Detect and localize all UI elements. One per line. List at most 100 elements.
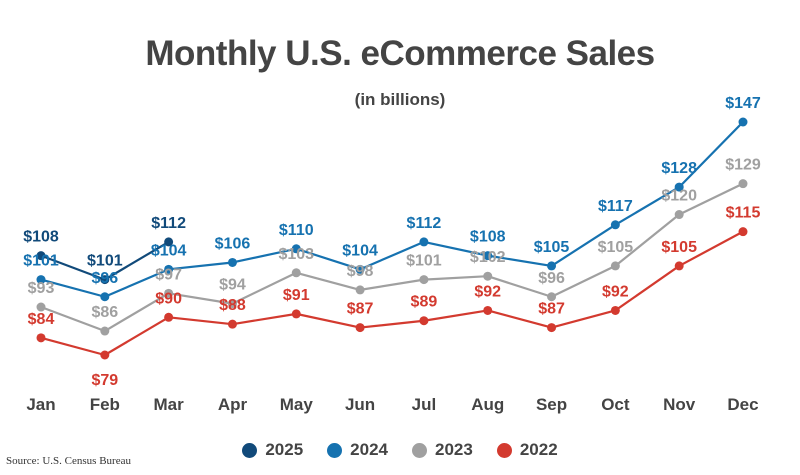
data-label: $106 <box>215 235 251 252</box>
data-point <box>291 244 301 254</box>
series-2023 <box>36 179 748 336</box>
series-line-2023 <box>40 182 744 333</box>
legend-label: 2025 <box>265 440 304 459</box>
x-tick-label: Jul <box>412 395 437 414</box>
data-label: $102 <box>470 249 506 266</box>
data-point <box>610 261 620 271</box>
data-point <box>674 182 684 192</box>
legend-label: 2022 <box>519 440 558 459</box>
data-point <box>227 319 237 329</box>
data-label: $92 <box>602 283 629 300</box>
x-tick-label: Sep <box>536 395 567 414</box>
data-point <box>100 326 110 336</box>
data-point <box>164 288 174 298</box>
legend-marker <box>327 442 343 458</box>
data-point <box>738 117 748 127</box>
series-line-2022 <box>40 230 744 357</box>
data-point <box>291 309 301 319</box>
data-point <box>164 312 174 322</box>
x-tick-label: Feb <box>90 395 120 414</box>
data-label: $105 <box>534 239 570 256</box>
data-label: $112 <box>407 215 442 232</box>
data-point <box>36 333 46 343</box>
legend: 2025 2024 2023 2022 <box>0 440 800 460</box>
legend-item-2022: 2022 <box>496 440 558 460</box>
data-point <box>36 251 46 261</box>
x-tick-label: Jan <box>26 395 55 414</box>
legend-label: 2024 <box>350 440 388 459</box>
data-label: $120 <box>661 188 697 205</box>
chart-title: Monthly U.S. eCommerce Sales <box>145 34 655 73</box>
data-point <box>547 261 557 271</box>
data-point <box>738 227 748 237</box>
data-point <box>291 268 301 278</box>
data-point <box>227 257 237 267</box>
data-label: $115 <box>726 205 761 222</box>
data-label: $96 <box>91 270 118 287</box>
data-label: $129 <box>725 157 761 174</box>
legend-marker <box>412 442 427 458</box>
legend-item-2024: 2024 <box>327 440 388 460</box>
legend-label: 2023 <box>435 440 473 459</box>
data-label: $97 <box>155 266 182 283</box>
data-point <box>483 271 493 281</box>
data-point <box>164 237 174 247</box>
data-label: $87 <box>538 301 565 318</box>
series-2022 <box>36 227 748 360</box>
data-label: $101 <box>23 253 59 270</box>
data-label: $105 <box>598 239 634 256</box>
data-label: $84 <box>28 311 55 328</box>
data-label: $112 <box>151 215 186 232</box>
x-axis: Jan Feb Mar Apr May Jun Jul Aug Sep Oct Nov Dec <box>26 395 758 414</box>
data-label: $117 <box>598 198 633 215</box>
data-label: $87 <box>347 301 374 318</box>
x-tick-label: Jun <box>345 395 375 414</box>
data-point <box>738 179 748 189</box>
data-point <box>36 302 46 312</box>
data-label: $128 <box>661 160 697 177</box>
data-point <box>610 305 620 315</box>
data-point <box>419 316 429 326</box>
data-label: $86 <box>91 304 118 321</box>
data-label: $94 <box>219 277 246 294</box>
x-tick-label: Aug <box>471 395 504 414</box>
data-label: $89 <box>411 294 438 311</box>
data-point <box>355 285 365 295</box>
legend-marker <box>242 442 258 458</box>
data-label: $147 <box>725 95 761 112</box>
data-label: $92 <box>474 283 501 300</box>
x-tick-label: Dec <box>727 395 758 414</box>
data-point <box>100 350 110 360</box>
x-tick-label: Mar <box>154 395 185 414</box>
legend-marker <box>496 442 512 458</box>
data-point <box>164 264 174 274</box>
chart-subtitle: (in billions) <box>354 90 446 109</box>
data-label: $103 <box>278 246 314 263</box>
data-point <box>419 237 429 247</box>
data-label: $104 <box>151 242 187 259</box>
data-point <box>100 275 110 285</box>
data-label: $108 <box>23 229 59 246</box>
source-note: Source: U.S. Census Bureau <box>6 455 131 467</box>
legend-item-2025: 2025 <box>242 440 303 460</box>
data-point <box>483 251 493 261</box>
data-point <box>36 275 46 285</box>
data-point <box>419 275 429 285</box>
data-label: $91 <box>283 287 310 304</box>
data-label: $104 <box>342 242 378 259</box>
data-label: $88 <box>219 297 246 314</box>
data-point <box>483 305 493 315</box>
data-label: $93 <box>28 280 55 297</box>
x-tick-label: Oct <box>601 395 630 414</box>
data-point <box>547 323 557 333</box>
x-tick-label: Nov <box>663 395 696 414</box>
data-label: $110 <box>279 222 314 239</box>
data-point <box>674 261 684 271</box>
data-point <box>610 220 620 230</box>
legend-item-2023: 2023 <box>412 440 473 460</box>
data-label: $105 <box>661 239 697 256</box>
data-point <box>355 323 365 333</box>
data-point <box>227 299 237 309</box>
x-tick-label: Apr <box>218 395 248 414</box>
